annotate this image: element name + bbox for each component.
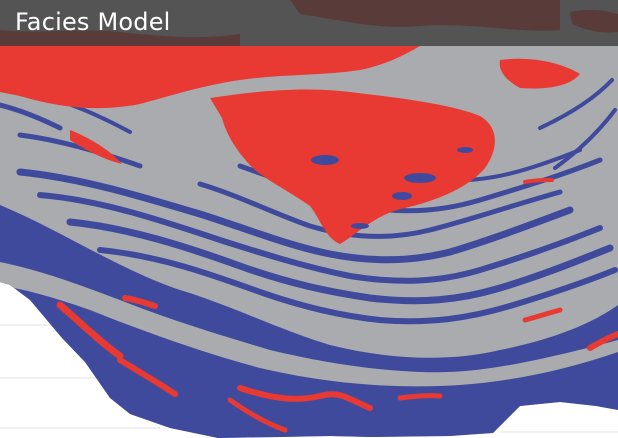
figure-title: Facies Model — [15, 8, 171, 36]
gray-band — [0, 262, 618, 387]
red-facies-lower — [56, 178, 618, 433]
title-bar: Facies Model — [0, 0, 618, 46]
red-facies-upper — [0, 46, 580, 245]
blue-inclusions — [311, 147, 473, 229]
